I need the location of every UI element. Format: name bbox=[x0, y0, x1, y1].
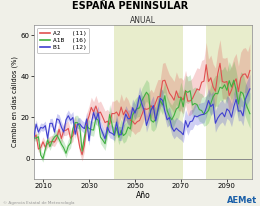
Y-axis label: Cambio en días cálidos (%): Cambio en días cálidos (%) bbox=[12, 56, 19, 147]
Bar bbox=[206, 25, 252, 179]
Title: ANUAL: ANUAL bbox=[130, 16, 156, 25]
Legend: A2   (11), A1B  (16), B1   (12): A2 (11), A1B (16), B1 (12) bbox=[37, 28, 89, 53]
Text: AEMet: AEMet bbox=[227, 196, 257, 205]
Bar bbox=[114, 25, 183, 179]
Text: © Agencia Estatal de Meteorología: © Agencia Estatal de Meteorología bbox=[3, 201, 74, 205]
X-axis label: Año: Año bbox=[136, 191, 150, 200]
Text: ESPAÑA PENINSULAR: ESPAÑA PENINSULAR bbox=[72, 1, 188, 11]
